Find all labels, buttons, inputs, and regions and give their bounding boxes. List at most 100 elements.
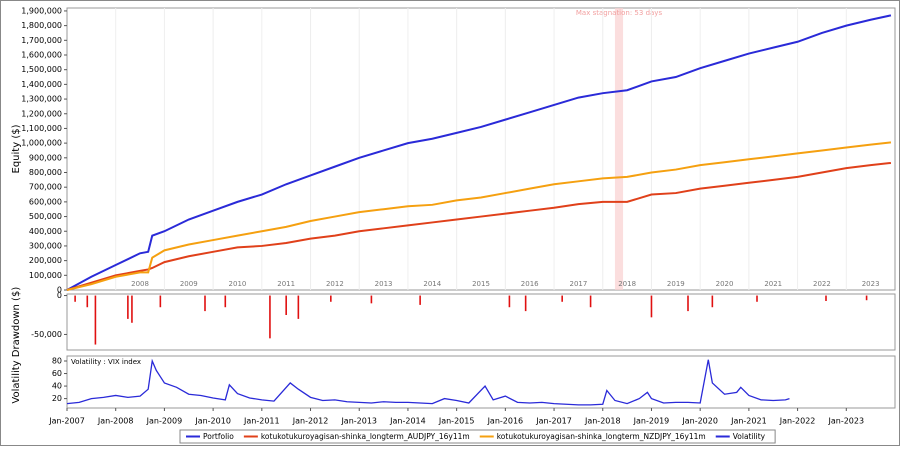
x-tick-label: Jan-2020 (681, 417, 718, 426)
y-tick-label: 800,000 (29, 168, 62, 177)
bar (524, 295, 527, 312)
legend-label: Volatility (733, 432, 766, 441)
plot-area (66, 355, 896, 409)
bar (297, 295, 300, 319)
year-label: 2022 (813, 280, 831, 288)
year-label: 2009 (180, 280, 198, 288)
y-tick-label: 1,800,000 (21, 21, 62, 30)
x-tick-label: Jan-2023 (828, 417, 865, 426)
bar (86, 295, 89, 308)
y-tick-label: 40 (52, 382, 62, 391)
y-tick-label: 200,000 (29, 256, 62, 265)
y-tick-label: 1,700,000 (21, 36, 62, 45)
year-label: 2017 (569, 280, 587, 288)
bar (131, 295, 133, 323)
year-label: 2011 (277, 280, 295, 288)
x-tick-label: Jan-2016 (487, 417, 524, 426)
x-tick-label: Jan-2009 (146, 417, 183, 426)
year-label: 2008 (131, 280, 149, 288)
y-tick-label: 700,000 (29, 183, 62, 192)
line (66, 14, 892, 291)
bar (508, 295, 511, 308)
y-tick-label: 0 (57, 291, 62, 300)
y-tick-label: 1,900,000 (21, 6, 62, 15)
x-tick-label: Jan-2021 (730, 417, 767, 426)
bar (589, 295, 592, 308)
bar (825, 295, 827, 301)
year-label: 2010 (229, 280, 247, 288)
line (66, 141, 892, 291)
bar (74, 295, 76, 302)
y-tick-label: 600,000 (29, 197, 62, 206)
bar (159, 295, 162, 308)
y-tick-label: 60 (52, 369, 62, 378)
line (66, 161, 892, 291)
legend-label: kotukotukuroyagisan-shinka_longterm_AUDJ… (261, 432, 470, 441)
y-tick-label: 1,300,000 (21, 95, 62, 104)
x-tick-label: Jan-2007 (48, 417, 85, 426)
x-tick-label: Jan-2019 (633, 417, 670, 426)
x-tick-label: Jan-2008 (97, 417, 134, 426)
year-label: 2014 (423, 280, 441, 288)
year-label: 2018 (618, 280, 636, 288)
y-tick-label: 500,000 (29, 212, 62, 221)
y-axis-label: Volatility (11, 360, 22, 403)
y-tick-label: 1,500,000 (21, 65, 62, 74)
stagnation-label: Max stagnation: 53 days (576, 9, 663, 17)
y-tick-label: 1,600,000 (21, 51, 62, 60)
y-axis-label: Drawdown ($) (11, 287, 22, 358)
year-label: 2015 (472, 280, 490, 288)
legend (179, 429, 776, 444)
y-tick-label: 1,000,000 (21, 139, 62, 148)
bar (330, 295, 332, 302)
bar (865, 295, 868, 301)
x-tick-label: Jan-2014 (389, 417, 426, 426)
bar (711, 295, 714, 308)
x-tick-label: Jan-2013 (340, 417, 377, 426)
y-tick-label: 1,200,000 (21, 109, 62, 118)
bar (224, 295, 227, 308)
y-tick-label: 1,400,000 (21, 80, 62, 89)
bar (561, 295, 563, 302)
bar (94, 295, 97, 345)
legend-label: kotukotukuroyagisan-shinka_longterm_NZDJ… (497, 432, 706, 441)
bar (285, 295, 287, 315)
year-label: 2023 (862, 280, 880, 288)
plot-area (66, 293, 896, 351)
year-label: 2019 (667, 280, 685, 288)
stagnation-band (614, 8, 624, 290)
x-tick-label: Jan-2011 (243, 417, 280, 426)
year-label: 2020 (716, 280, 734, 288)
y-tick-label: 20 (52, 394, 62, 403)
year-label: 2012 (326, 280, 344, 288)
plot-area (66, 7, 896, 291)
year-label: 2021 (764, 280, 782, 288)
x-tick-label: Jan-2012 (292, 417, 329, 426)
x-tick-label: Jan-2018 (584, 417, 621, 426)
bar (269, 295, 271, 339)
bar (370, 295, 373, 304)
y-tick-label: 0 (57, 286, 62, 295)
bar (650, 295, 653, 318)
bar (127, 295, 129, 319)
y-tick-label: 100,000 (29, 271, 62, 280)
x-tick-label: Jan-2015 (438, 417, 475, 426)
panel-title: Volatility : VIX index (71, 358, 141, 366)
year-label: 2013 (375, 280, 393, 288)
y-tick-label: 400,000 (29, 227, 62, 236)
line (66, 358, 790, 406)
x-tick-label: Jan-2010 (194, 417, 231, 426)
year-label: 2016 (521, 280, 539, 288)
bar (204, 295, 206, 312)
y-axis-label: Equity ($) (11, 124, 22, 173)
y-tick-label: 1,100,000 (21, 124, 62, 133)
x-tick-label: Jan-2022 (779, 417, 816, 426)
legend-label: Portfolio (203, 432, 234, 441)
y-tick-label: 900,000 (29, 153, 62, 162)
bar (756, 295, 758, 302)
bar (687, 295, 689, 312)
y-tick-label: 300,000 (29, 241, 62, 250)
y-tick-label: 80 (52, 357, 62, 366)
bar (419, 295, 421, 305)
